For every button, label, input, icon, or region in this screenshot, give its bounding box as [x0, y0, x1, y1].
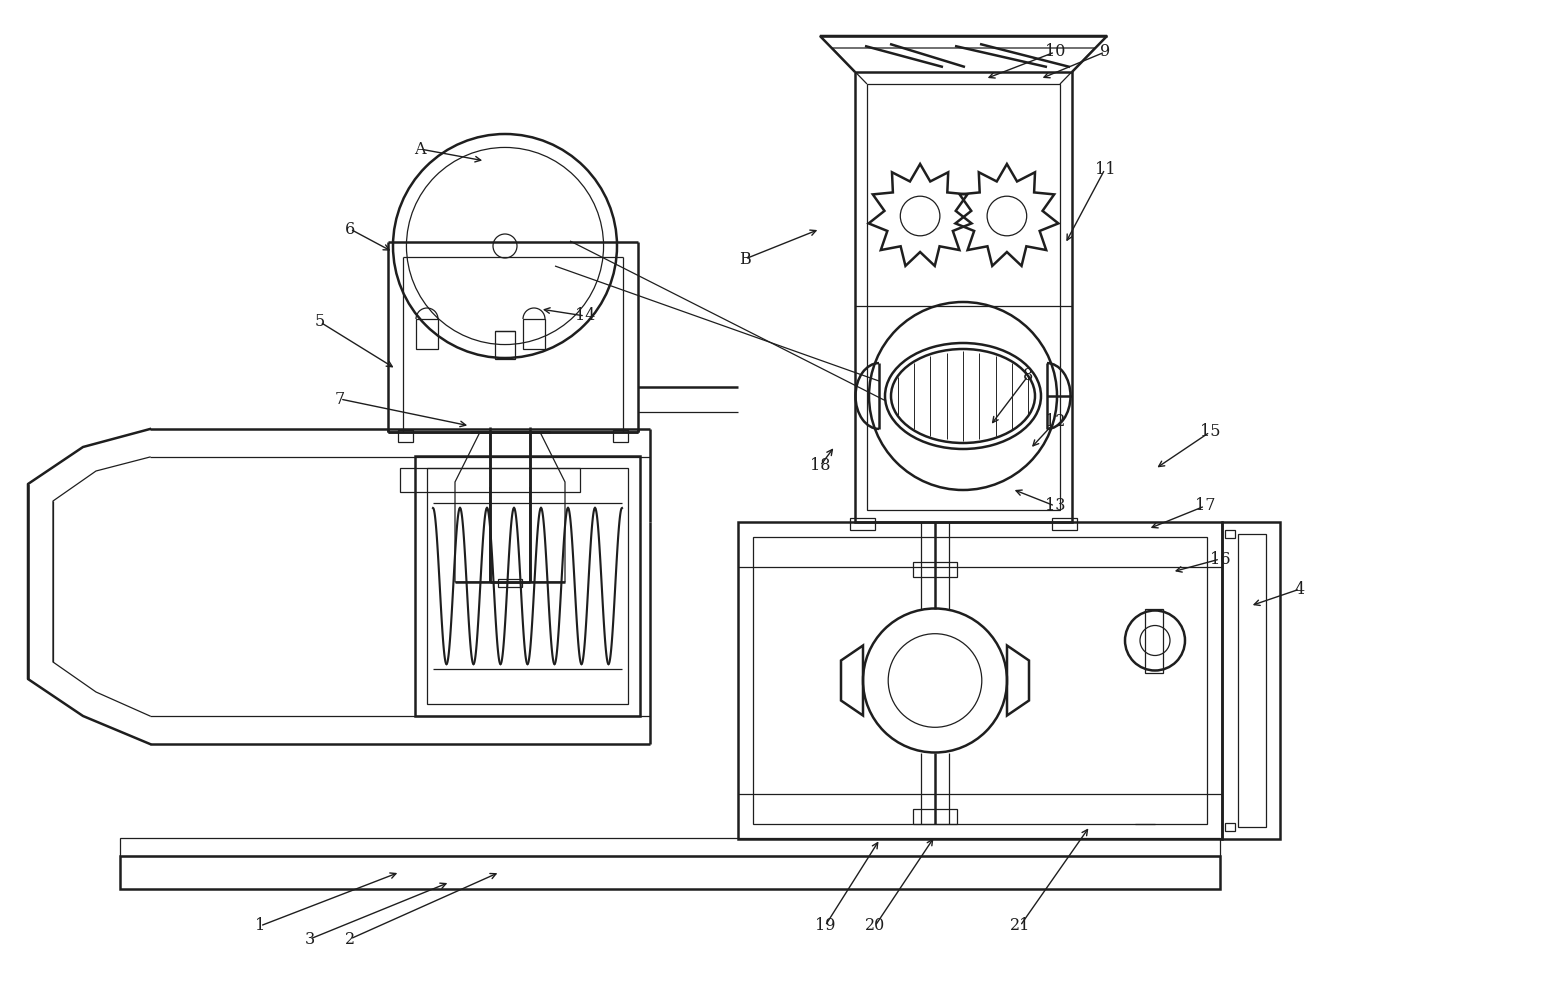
Bar — [499, 579, 522, 587]
Bar — [850, 518, 875, 530]
Text: 21: 21 — [1010, 917, 1030, 934]
Text: 6: 6 — [345, 221, 354, 238]
Text: 2: 2 — [345, 930, 354, 947]
Bar — [1225, 530, 1236, 538]
Text: 20: 20 — [866, 917, 884, 934]
Text: B: B — [739, 250, 751, 267]
Text: 16: 16 — [1210, 551, 1231, 568]
Text: 1: 1 — [256, 917, 265, 934]
Bar — [426, 468, 629, 704]
Bar — [739, 522, 1221, 839]
Text: 18: 18 — [809, 457, 829, 474]
Text: 11: 11 — [1094, 160, 1115, 178]
Bar — [416, 319, 437, 349]
Text: 8: 8 — [1022, 368, 1033, 385]
Bar — [1225, 823, 1236, 831]
Bar — [524, 319, 546, 349]
Text: 19: 19 — [815, 917, 836, 934]
Text: 13: 13 — [1044, 498, 1065, 515]
Bar — [1145, 608, 1163, 673]
Text: 14: 14 — [575, 307, 596, 324]
Text: 3: 3 — [304, 930, 315, 947]
Text: A: A — [414, 140, 426, 157]
Bar — [400, 468, 580, 492]
Bar — [416, 456, 640, 716]
Text: 15: 15 — [1200, 423, 1220, 440]
Bar — [398, 430, 412, 442]
Text: 7: 7 — [336, 391, 345, 408]
Bar — [495, 331, 514, 359]
Bar — [855, 72, 1073, 522]
Text: 4: 4 — [1295, 580, 1305, 597]
Bar — [913, 809, 956, 824]
Bar — [121, 856, 1220, 889]
Bar — [913, 562, 956, 577]
Text: 10: 10 — [1044, 44, 1065, 61]
Bar — [1052, 518, 1077, 530]
Bar — [1221, 522, 1279, 839]
Text: 17: 17 — [1195, 498, 1215, 515]
Text: 12: 12 — [1044, 414, 1065, 430]
Bar — [1239, 534, 1265, 827]
Bar — [753, 537, 1207, 824]
Bar — [867, 84, 1060, 510]
Bar — [613, 430, 629, 442]
Text: 9: 9 — [1099, 44, 1110, 61]
Bar — [121, 838, 1220, 856]
Text: 5: 5 — [315, 313, 325, 330]
